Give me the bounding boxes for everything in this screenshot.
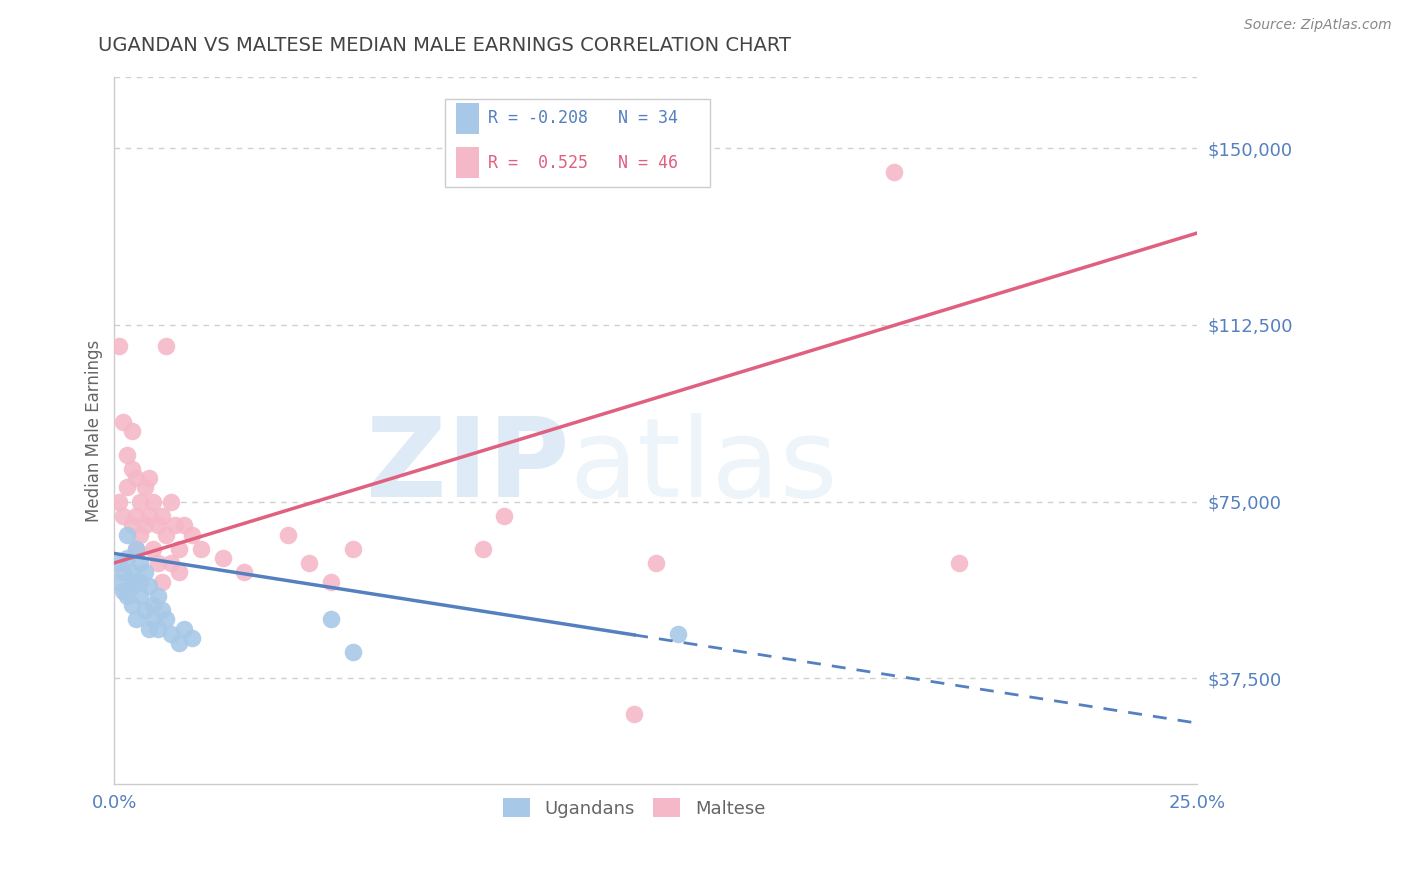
- Point: [134, 518, 156, 533]
- FancyBboxPatch shape: [456, 103, 479, 134]
- Point: [319, 574, 342, 589]
- Point: [138, 579, 160, 593]
- Point: [169, 541, 191, 556]
- Point: [125, 508, 148, 523]
- Point: [494, 508, 516, 523]
- Point: [129, 527, 152, 541]
- Text: UGANDAN VS MALTESE MEDIAN MALE EARNINGS CORRELATION CHART: UGANDAN VS MALTESE MEDIAN MALE EARNINGS …: [98, 36, 792, 54]
- Point: [159, 626, 181, 640]
- Point: [112, 584, 135, 599]
- Legend: Ugandans, Maltese: Ugandans, Maltese: [496, 791, 772, 825]
- Point: [125, 471, 148, 485]
- Point: [150, 574, 173, 589]
- Point: [107, 339, 129, 353]
- Point: [471, 541, 494, 556]
- Text: ZIP: ZIP: [366, 413, 569, 520]
- Text: Source: ZipAtlas.com: Source: ZipAtlas.com: [1244, 18, 1392, 32]
- Point: [125, 541, 148, 556]
- Text: R = -0.208   N = 34: R = -0.208 N = 34: [488, 110, 678, 128]
- Point: [150, 603, 173, 617]
- Text: R =  0.525   N = 46: R = 0.525 N = 46: [488, 153, 678, 171]
- Point: [117, 589, 139, 603]
- Point: [948, 556, 970, 570]
- Point: [107, 574, 129, 589]
- Point: [117, 448, 139, 462]
- Point: [129, 494, 152, 508]
- Point: [142, 494, 165, 508]
- Point: [121, 566, 143, 580]
- Point: [181, 632, 204, 646]
- Point: [121, 518, 143, 533]
- Point: [623, 706, 645, 721]
- Point: [666, 801, 689, 815]
- Point: [883, 164, 905, 178]
- Point: [138, 508, 160, 523]
- Point: [298, 556, 321, 570]
- Point: [121, 424, 143, 438]
- Point: [129, 556, 152, 570]
- Point: [129, 574, 152, 589]
- Y-axis label: Median Male Earnings: Median Male Earnings: [86, 340, 103, 522]
- Point: [190, 541, 212, 556]
- Point: [342, 541, 364, 556]
- Point: [165, 518, 187, 533]
- Point: [173, 518, 195, 533]
- Point: [169, 636, 191, 650]
- Point: [121, 579, 143, 593]
- Point: [125, 612, 148, 626]
- Point: [117, 481, 139, 495]
- Point: [121, 461, 143, 475]
- Point: [112, 566, 135, 580]
- Point: [146, 518, 169, 533]
- Point: [233, 566, 256, 580]
- Point: [666, 626, 689, 640]
- Point: [159, 556, 181, 570]
- Point: [181, 527, 204, 541]
- Point: [319, 612, 342, 626]
- Point: [146, 622, 169, 636]
- Point: [107, 556, 129, 570]
- Point: [117, 527, 139, 541]
- Point: [112, 415, 135, 429]
- Point: [138, 622, 160, 636]
- Point: [138, 471, 160, 485]
- Point: [107, 494, 129, 508]
- Point: [117, 551, 139, 566]
- Text: atlas: atlas: [569, 413, 838, 520]
- Point: [125, 541, 148, 556]
- Point: [146, 589, 169, 603]
- Point: [134, 481, 156, 495]
- FancyBboxPatch shape: [456, 147, 479, 178]
- Point: [155, 527, 177, 541]
- Point: [134, 566, 156, 580]
- Point: [142, 541, 165, 556]
- Point: [155, 339, 177, 353]
- Point: [112, 508, 135, 523]
- Point: [146, 556, 169, 570]
- Point: [211, 551, 233, 566]
- Point: [277, 527, 299, 541]
- Point: [134, 603, 156, 617]
- Point: [125, 574, 148, 589]
- Point: [169, 566, 191, 580]
- Point: [173, 622, 195, 636]
- FancyBboxPatch shape: [444, 99, 710, 187]
- Point: [342, 645, 364, 659]
- Point: [121, 599, 143, 613]
- Point: [129, 589, 152, 603]
- Point: [644, 556, 666, 570]
- Point: [159, 494, 181, 508]
- Point: [155, 612, 177, 626]
- Point: [150, 508, 173, 523]
- Point: [142, 599, 165, 613]
- Point: [142, 612, 165, 626]
